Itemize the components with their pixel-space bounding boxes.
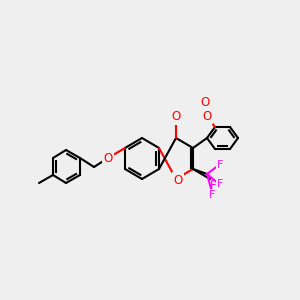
Text: O: O (200, 97, 210, 110)
Text: O: O (171, 110, 181, 124)
Text: F: F (209, 190, 215, 200)
Text: O: O (202, 110, 211, 122)
Text: F: F (210, 179, 217, 192)
Text: O: O (202, 110, 211, 122)
Text: O: O (173, 173, 183, 187)
Text: F: F (217, 160, 223, 170)
Text: O: O (103, 152, 112, 164)
Text: F: F (217, 179, 223, 189)
